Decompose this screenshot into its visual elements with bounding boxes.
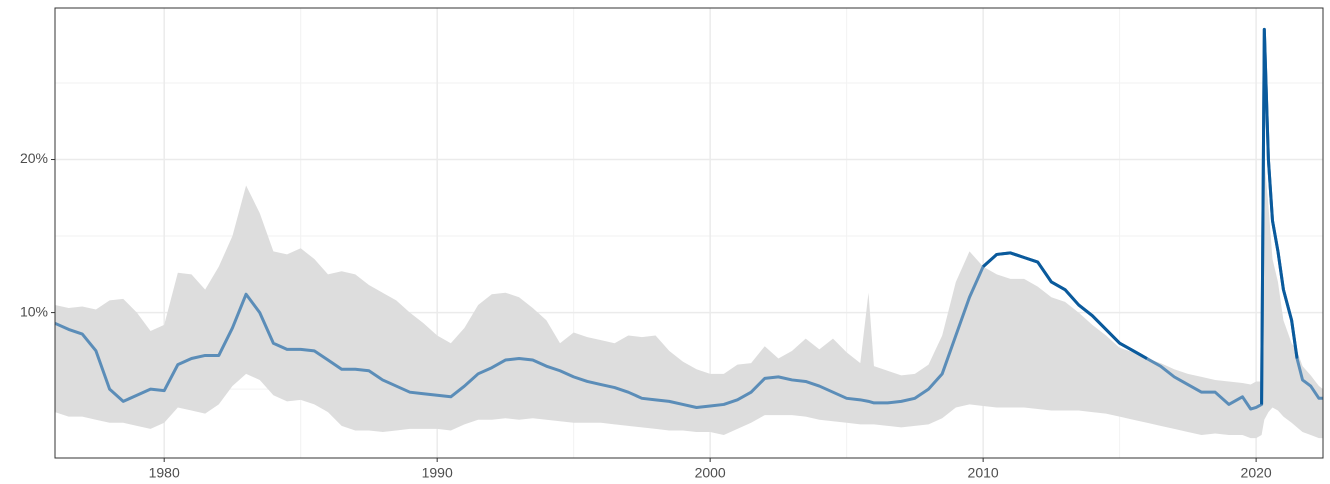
x-tick-label: 2000 [695, 465, 726, 481]
line-highlight [1260, 27, 1299, 405]
line-highlight [982, 251, 1148, 360]
x-tick-label: 1990 [422, 465, 453, 481]
line [54, 27, 1323, 411]
plot-border [54, 7, 1324, 459]
range-band [55, 159, 1323, 439]
x-tick-label: 1980 [149, 465, 180, 481]
x-tick-label: 2020 [1241, 465, 1272, 481]
y-tick-label: 10% [20, 303, 48, 319]
x-tick-label: 2010 [968, 465, 999, 481]
y-tick-label: 20% [20, 150, 48, 166]
